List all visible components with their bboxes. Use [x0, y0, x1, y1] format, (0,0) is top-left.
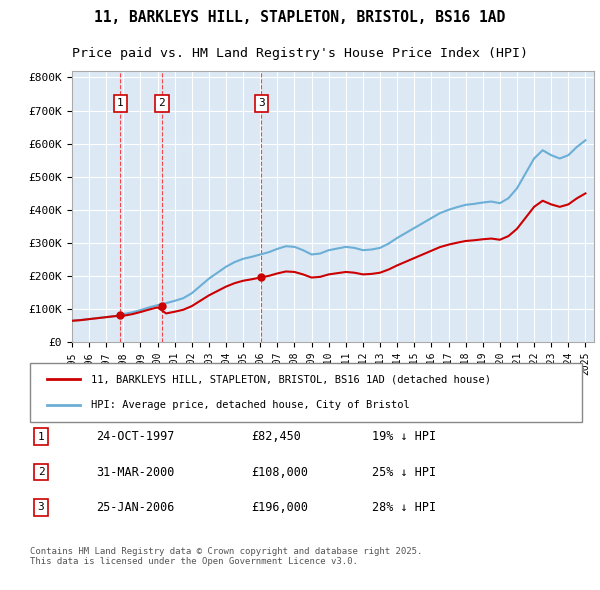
FancyBboxPatch shape — [30, 363, 582, 422]
Text: 2: 2 — [158, 99, 165, 109]
Text: £196,000: £196,000 — [251, 501, 308, 514]
Text: 3: 3 — [258, 99, 265, 109]
Text: 11, BARKLEYS HILL, STAPLETON, BRISTOL, BS16 1AD: 11, BARKLEYS HILL, STAPLETON, BRISTOL, B… — [94, 10, 506, 25]
Text: 19% ↓ HPI: 19% ↓ HPI — [372, 430, 436, 443]
Text: £82,450: £82,450 — [251, 430, 301, 443]
Text: 1: 1 — [117, 99, 124, 109]
Text: 11, BARKLEYS HILL, STAPLETON, BRISTOL, BS16 1AD (detached house): 11, BARKLEYS HILL, STAPLETON, BRISTOL, B… — [91, 375, 491, 384]
Text: Contains HM Land Registry data © Crown copyright and database right 2025.
This d: Contains HM Land Registry data © Crown c… — [30, 547, 422, 566]
Text: £108,000: £108,000 — [251, 466, 308, 478]
Text: Price paid vs. HM Land Registry's House Price Index (HPI): Price paid vs. HM Land Registry's House … — [72, 47, 528, 60]
Text: 3: 3 — [38, 503, 44, 512]
Text: HPI: Average price, detached house, City of Bristol: HPI: Average price, detached house, City… — [91, 401, 409, 410]
Text: 1: 1 — [38, 432, 44, 441]
Text: 28% ↓ HPI: 28% ↓ HPI — [372, 501, 436, 514]
Text: 25% ↓ HPI: 25% ↓ HPI — [372, 466, 436, 478]
Text: 2: 2 — [38, 467, 44, 477]
Text: 31-MAR-2000: 31-MAR-2000 — [96, 466, 175, 478]
Text: 24-OCT-1997: 24-OCT-1997 — [96, 430, 175, 443]
Text: 25-JAN-2006: 25-JAN-2006 — [96, 501, 175, 514]
